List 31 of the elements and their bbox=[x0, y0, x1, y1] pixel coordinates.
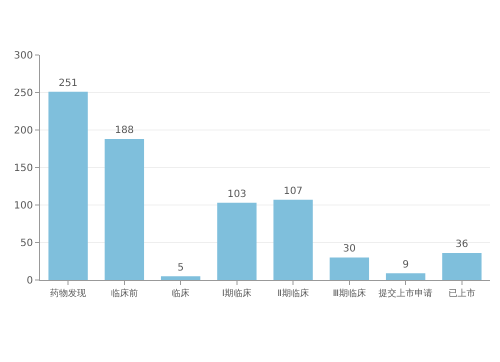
x-tick-label: Ⅰ期临床 bbox=[222, 288, 252, 299]
x-tick-label: 药物发现 bbox=[50, 288, 86, 299]
bar bbox=[48, 92, 88, 280]
y-tick-label: 50 bbox=[20, 238, 33, 249]
data-label: 30 bbox=[343, 244, 356, 254]
y-tick-label: 250 bbox=[14, 88, 33, 99]
y-tick-label: 150 bbox=[14, 163, 33, 174]
x-tick-label: Ⅱ期临床 bbox=[277, 288, 309, 299]
data-label: 103 bbox=[227, 188, 246, 200]
x-tick-label: 已上市 bbox=[448, 288, 476, 299]
y-tick-label: 200 bbox=[14, 126, 33, 136]
bar bbox=[442, 253, 482, 280]
x-tick-label: Ⅲ期临床 bbox=[332, 288, 366, 299]
data-label: 107 bbox=[284, 186, 303, 197]
x-tick-label: 临床前 bbox=[110, 288, 138, 299]
bar bbox=[273, 200, 313, 280]
bar bbox=[160, 276, 200, 280]
data-label: 251 bbox=[58, 78, 78, 89]
data-label: 5 bbox=[177, 262, 184, 274]
bar bbox=[217, 202, 257, 280]
bar bbox=[386, 273, 426, 280]
x-tick-label: 提交上市申请 bbox=[378, 288, 433, 299]
bar bbox=[330, 258, 370, 280]
data-label: 36 bbox=[456, 239, 468, 250]
data-label: 9 bbox=[402, 259, 409, 270]
y-tick-label: 100 bbox=[14, 200, 33, 212]
y-tick-label: 0 bbox=[26, 276, 33, 286]
data-label: 188 bbox=[114, 125, 134, 136]
bar bbox=[104, 139, 144, 280]
x-tick-label: 临床 bbox=[172, 288, 190, 299]
y-tick-label: 300 bbox=[14, 50, 33, 62]
